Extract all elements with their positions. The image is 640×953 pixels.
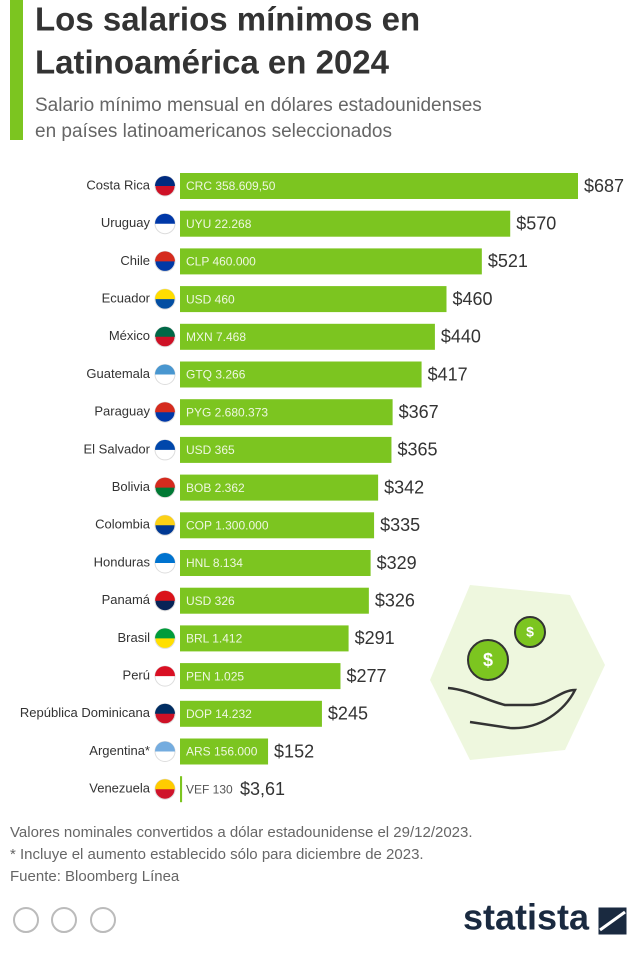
flag <box>155 364 175 375</box>
note: Valores nominales convertidos a dólar es… <box>10 824 473 841</box>
flag <box>155 628 175 639</box>
category-label: Bolivia <box>112 479 151 494</box>
category-label: Honduras <box>94 554 151 569</box>
local-label: UYU 22.268 <box>186 217 252 231</box>
category-label: México <box>109 328 150 343</box>
flag <box>155 703 175 714</box>
category-label: Paraguay <box>94 404 150 419</box>
local-label: COP 1.300.000 <box>186 518 269 532</box>
bar <box>180 474 379 501</box>
local-label: PYG 2.680.373 <box>186 405 268 419</box>
category-label: Venezuela <box>89 781 150 796</box>
flag <box>155 515 175 526</box>
value-label: $245 <box>328 704 368 724</box>
bar <box>180 700 322 727</box>
local-label: ARS 156.000 <box>186 745 258 759</box>
flag <box>155 402 175 413</box>
value-label: $521 <box>488 251 528 271</box>
bar <box>180 286 447 313</box>
svg-text:$: $ <box>483 650 493 670</box>
bar <box>180 550 371 576</box>
local-label: CLP 460.000 <box>186 255 256 269</box>
svg-text:$: $ <box>526 624 534 640</box>
flag <box>155 779 175 790</box>
bar <box>180 512 375 539</box>
value-label: $291 <box>355 628 395 648</box>
flag <box>155 477 175 488</box>
category-label: Costa Rica <box>86 177 150 192</box>
value-label: $335 <box>380 515 420 535</box>
local-label: BRL 1.412 <box>186 632 243 646</box>
value-label: $570 <box>516 213 556 233</box>
category-label: Chile <box>120 253 150 268</box>
local-label: MXN 7.468 <box>186 330 246 344</box>
value-label: $152 <box>274 741 314 761</box>
flag <box>155 176 175 186</box>
flag <box>155 666 175 677</box>
accent-bar <box>10 0 23 140</box>
local-label: USD 365 <box>186 443 235 457</box>
value-label: $326 <box>375 590 415 610</box>
local-label: BOB 2.362 <box>186 481 245 495</box>
subtitle: Salario mínimo mensual en dólares estado… <box>35 95 482 116</box>
value-label: $329 <box>377 553 417 573</box>
value-label: $342 <box>384 477 424 497</box>
category-label: Guatemala <box>86 366 150 381</box>
flag <box>155 289 175 300</box>
bar <box>180 248 482 275</box>
bar <box>180 625 349 652</box>
note: Fuente: Bloomberg Línea <box>10 868 180 885</box>
flag <box>155 741 175 752</box>
value-label: $3,61 <box>240 779 285 799</box>
local-label: USD 326 <box>186 594 235 608</box>
chart-title: Latinoamérica en 2024 <box>35 44 390 81</box>
local-label: USD 460 <box>186 292 235 306</box>
footer: statista <box>13 897 630 938</box>
category-label: Ecuador <box>102 291 151 306</box>
logo: statista <box>463 897 590 938</box>
flag <box>155 553 175 563</box>
value-label: $417 <box>428 364 468 384</box>
chart-title: Los salarios mínimos en <box>35 1 420 38</box>
flag <box>155 439 175 450</box>
local-label: VEF 130 <box>186 782 233 796</box>
category-label: República Dominicana <box>20 705 151 720</box>
category-label: Brasil <box>117 630 150 645</box>
local-label: CRC 358.609,50 <box>186 179 276 193</box>
value-label: $365 <box>397 440 437 460</box>
flag <box>155 326 175 337</box>
bar <box>180 738 269 765</box>
local-label: HNL 8.134 <box>186 556 243 570</box>
category-label: Perú <box>123 668 150 683</box>
value-label: $687 <box>584 176 624 196</box>
note: * Incluye el aumento establecido sólo pa… <box>10 846 424 863</box>
bar <box>180 399 393 426</box>
category-label: Colombia <box>95 517 151 532</box>
local-label: PEN 1.025 <box>186 669 244 683</box>
bar <box>180 436 392 463</box>
value-label: $460 <box>452 289 492 309</box>
bar <box>180 210 511 237</box>
flag <box>155 213 175 224</box>
bar <box>180 323 435 350</box>
bar <box>180 361 422 388</box>
category-label: Panamá <box>102 592 151 607</box>
local-label: GTQ 3.266 <box>186 368 246 382</box>
value-label: $277 <box>346 666 386 686</box>
category-label: Argentina* <box>89 743 150 758</box>
flag <box>155 590 175 601</box>
value-label: $367 <box>399 402 439 422</box>
bar <box>180 587 369 614</box>
bar <box>180 663 341 690</box>
category-label: Uruguay <box>101 215 151 230</box>
illustration: $ $ <box>430 585 605 760</box>
subtitle: en países latinoamericanos seleccionados <box>35 121 392 142</box>
value-label: $440 <box>441 327 481 347</box>
bar <box>180 776 183 803</box>
category-label: El Salvador <box>84 441 151 456</box>
bar <box>180 173 578 199</box>
flag <box>155 251 175 262</box>
local-label: DOP 14.232 <box>186 707 252 721</box>
